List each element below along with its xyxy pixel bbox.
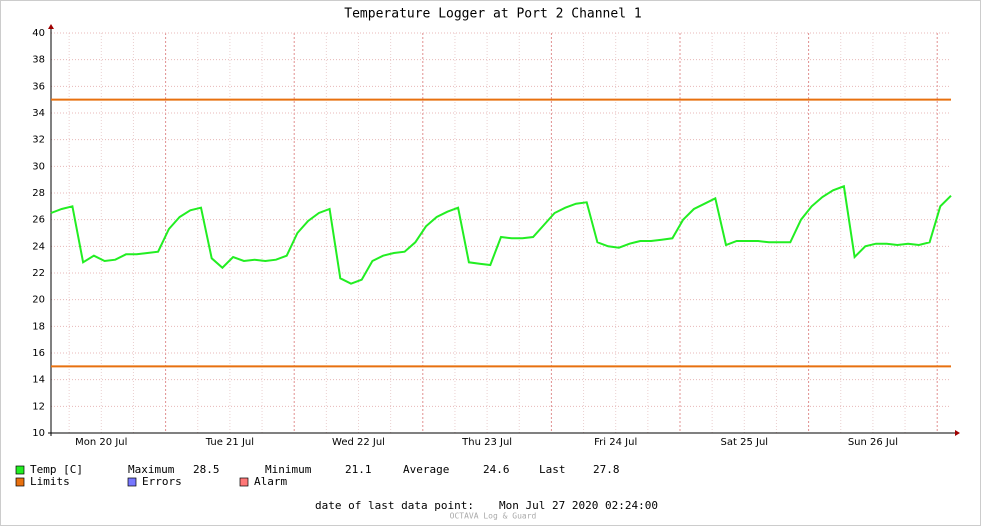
y-tick-label: 22	[32, 268, 45, 279]
x-tick-label: Mon 20 Jul	[75, 437, 127, 448]
x-tick-label: Tue 21 Jul	[205, 437, 254, 448]
y-tick-label: 16	[32, 348, 45, 359]
y-tick-label: 10	[32, 428, 45, 439]
y-tick-label: 18	[32, 321, 45, 332]
stat-value: 21.1	[345, 463, 372, 476]
stat-value: 28.5	[193, 463, 220, 476]
x-tick-label: Fri 24 Jul	[594, 437, 637, 448]
y-tick-label: 12	[32, 401, 45, 412]
y-tick-label: 14	[32, 375, 45, 386]
y-tick-label: 30	[32, 161, 45, 172]
stat-value: 27.8	[593, 463, 620, 476]
y-tick-label: 38	[32, 55, 45, 66]
stat-label: Average	[403, 463, 449, 476]
legend-swatch	[127, 477, 137, 487]
chart-title: Temperature Logger at Port 2 Channel 1	[344, 7, 641, 22]
y-tick-label: 36	[32, 81, 45, 92]
x-tick-label: Thu 23 Jul	[461, 437, 512, 448]
x-tick-label: Sun 26 Jul	[848, 437, 898, 448]
legend-label: Alarm	[254, 475, 287, 488]
legend-swatch	[15, 465, 25, 475]
x-tick-label: Wed 22 Jul	[332, 437, 385, 448]
y-tick-label: 24	[32, 241, 45, 252]
y-tick-label: 34	[32, 108, 45, 119]
y-tick-label: 32	[32, 135, 45, 146]
stat-value: 24.6	[483, 463, 510, 476]
footer-value: Mon Jul 27 2020 02:24:00	[499, 499, 658, 512]
watermark: OCTAVA Log & Guard	[450, 512, 537, 521]
stat-label: Maximum	[128, 463, 175, 476]
x-tick-label: Sat 25 Jul	[721, 437, 769, 448]
y-tick-label: 28	[32, 188, 45, 199]
legend-label: Errors	[142, 475, 182, 488]
y-tick-label: 26	[32, 215, 45, 226]
y-tick-label: 40	[32, 28, 45, 39]
legend-label: Temp [C]	[30, 463, 83, 476]
y-axis-arrow	[48, 24, 54, 29]
temperature-line	[50, 184, 952, 285]
x-axis-arrow	[955, 430, 960, 436]
stat-label: Last	[539, 463, 566, 476]
legend-swatch	[15, 477, 25, 487]
y-tick-label: 20	[32, 295, 45, 306]
stat-label: Minimum	[265, 463, 312, 476]
footer-label: date of last data point:	[315, 499, 474, 512]
legend-label: Limits	[30, 475, 70, 488]
legend-swatch	[239, 477, 249, 487]
